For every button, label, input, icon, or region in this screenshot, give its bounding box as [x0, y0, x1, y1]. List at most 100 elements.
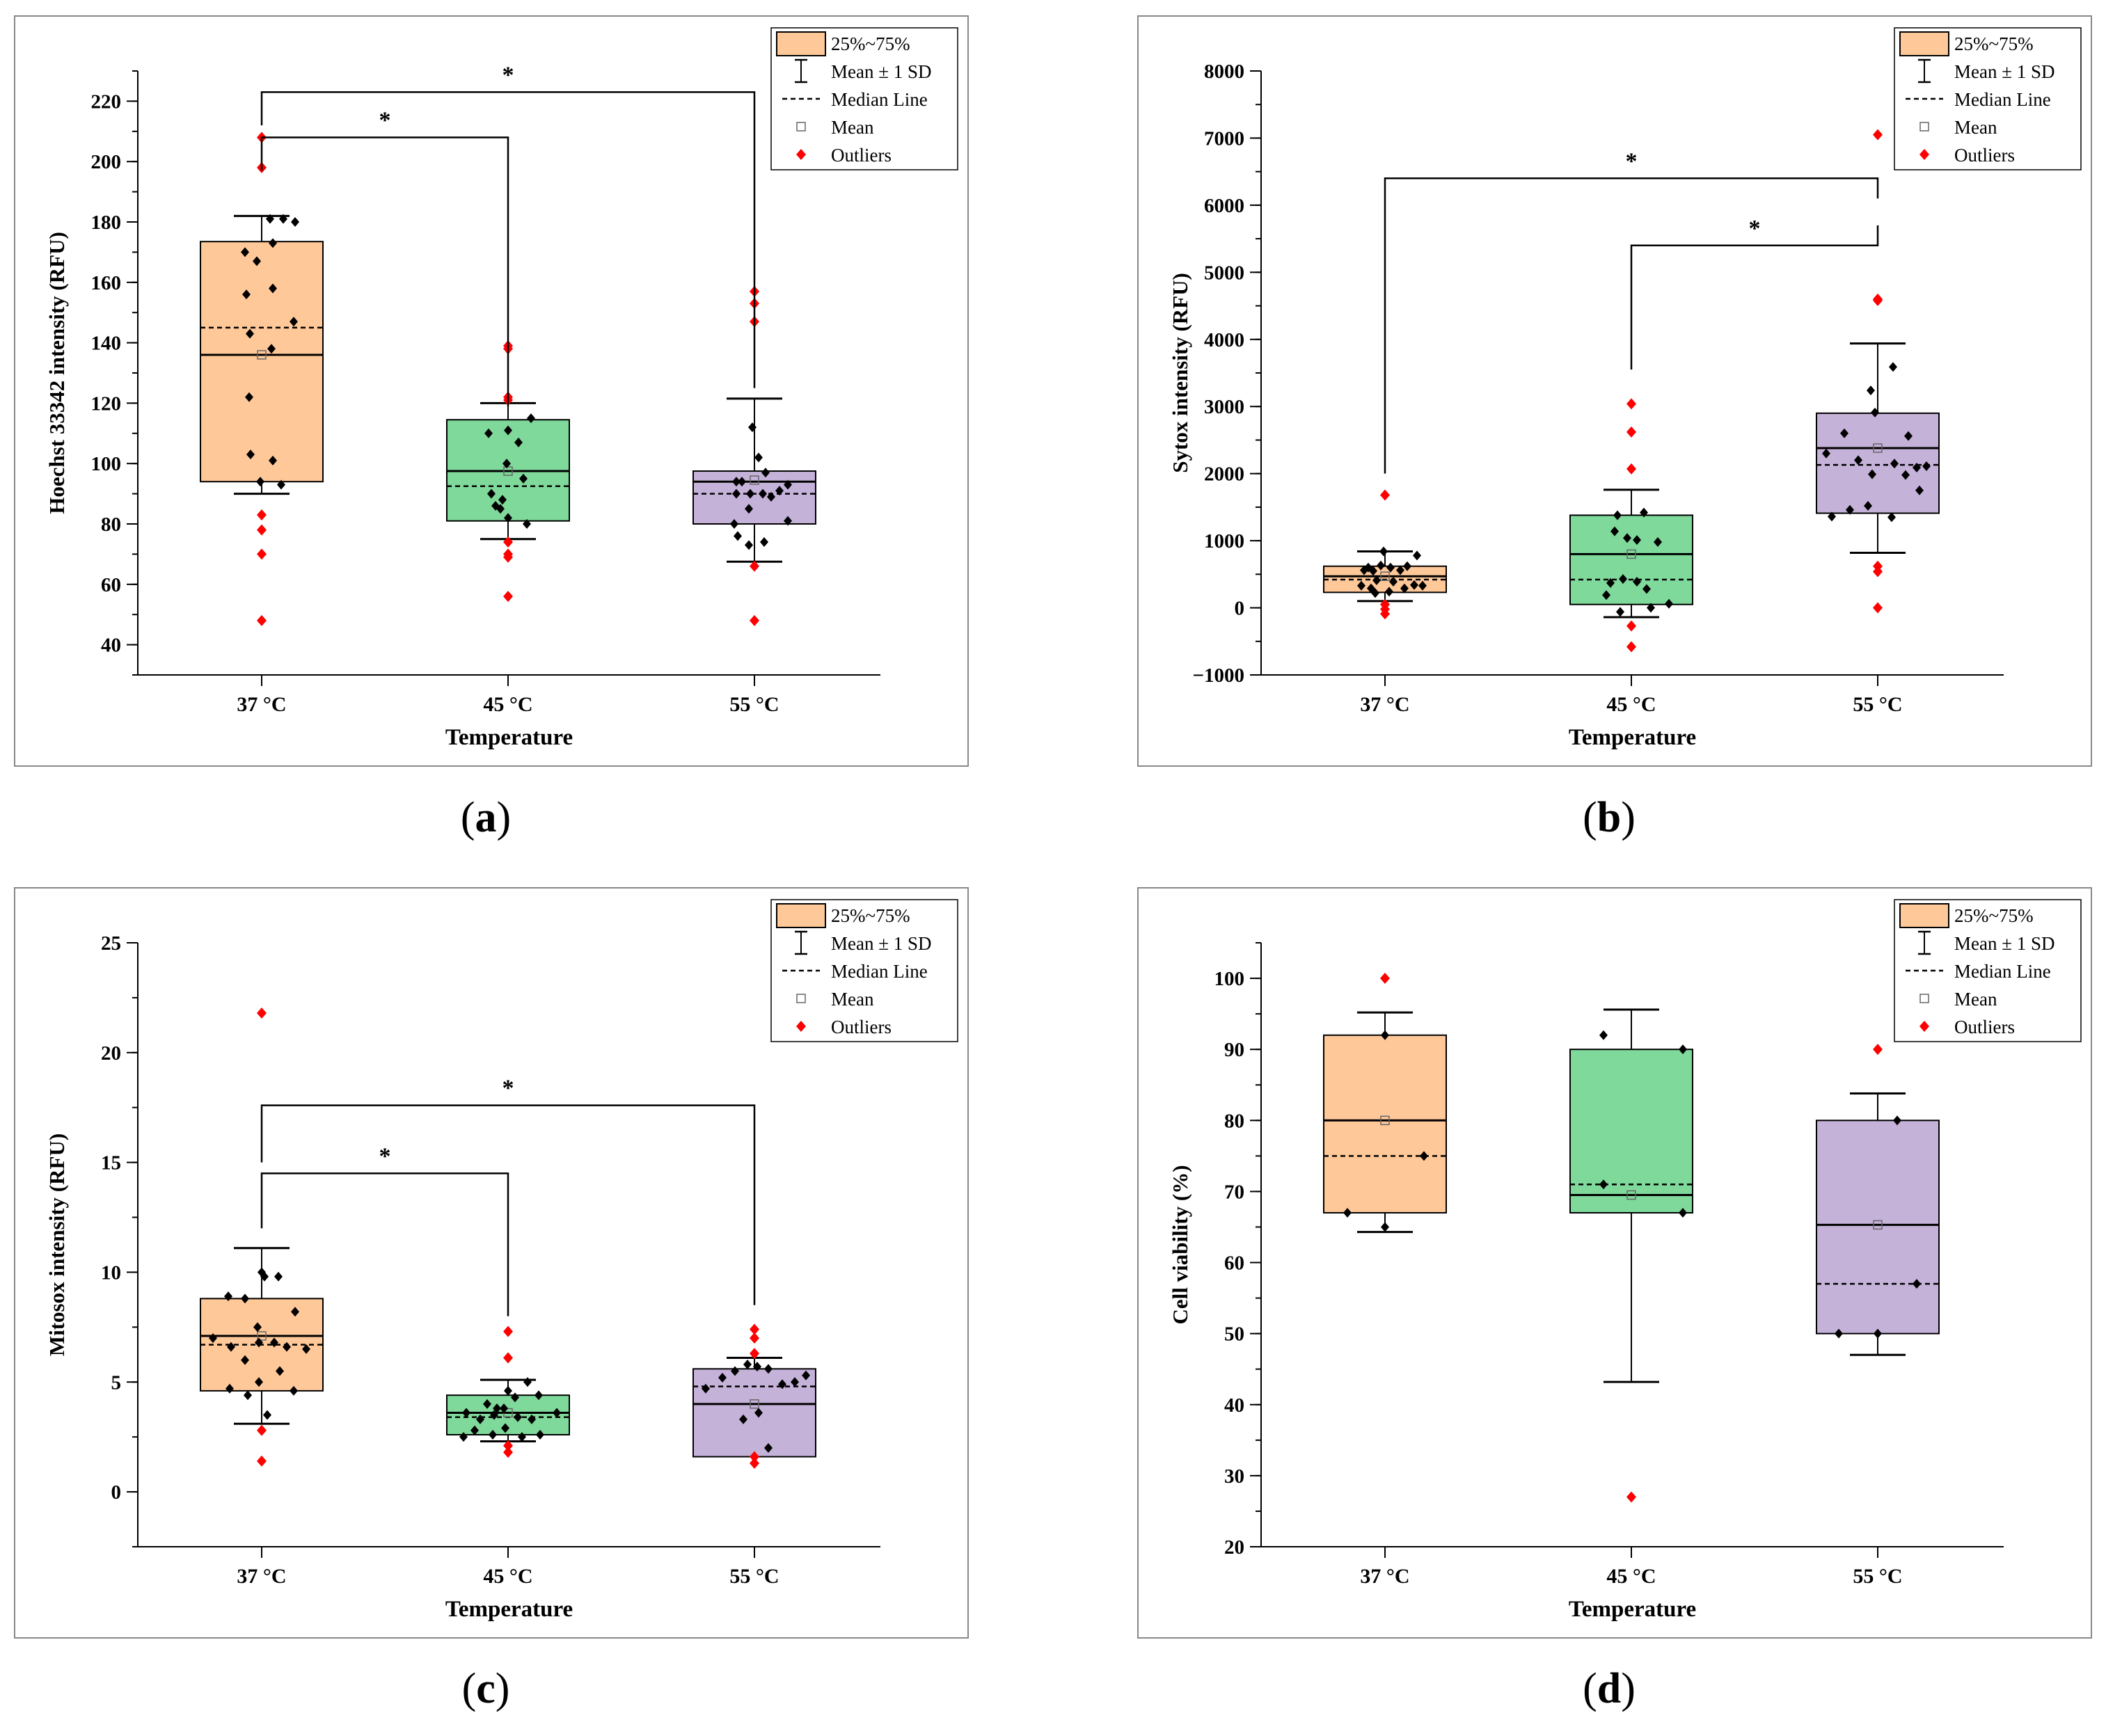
outlier-point [1873, 602, 1883, 614]
legend-mean-symbol [1919, 994, 1929, 1003]
data-point [1364, 562, 1372, 573]
significance-label: * [379, 1143, 391, 1169]
data-point [501, 1423, 509, 1433]
x-axis-title: Temperature [445, 725, 573, 750]
data-point [277, 479, 285, 490]
legend-box-swatch [776, 31, 826, 56]
data-point [523, 519, 531, 529]
data-point [1835, 1328, 1843, 1339]
data-point [1599, 1179, 1608, 1190]
data-point [470, 1425, 479, 1435]
data-point [241, 1355, 249, 1365]
chart-panel-a: 40 60 80 100 120 140 160 180 200 220 37 °C 45 °C 55 … [14, 15, 969, 767]
data-point [1396, 565, 1404, 575]
legend-outlier-symbol [796, 1021, 806, 1032]
data-point [784, 516, 792, 526]
data-point [266, 214, 274, 224]
bracket-line [260, 1172, 509, 1316]
outlier-point [1380, 608, 1390, 620]
data-point [1846, 504, 1854, 515]
data-point [1822, 448, 1830, 459]
mean-marker [1873, 443, 1883, 453]
iqr-box [692, 470, 816, 525]
data-point [504, 1385, 512, 1396]
data-point [1901, 470, 1910, 480]
data-point [523, 1377, 532, 1387]
outlier-point [1626, 426, 1636, 438]
data-point [291, 1307, 299, 1317]
box-group-1 [1323, 973, 1447, 1234]
data-point [1868, 469, 1876, 479]
outlier-point [750, 1323, 759, 1335]
bracket-line [1384, 177, 1879, 474]
data-point [1915, 485, 1924, 495]
legend-sd-label: Mean ± 1 SD [831, 61, 932, 82]
data-point [734, 531, 742, 541]
data-point [1913, 1279, 1921, 1289]
data-point [258, 1267, 266, 1277]
outlier-point [257, 1008, 267, 1019]
data-point [731, 1366, 739, 1376]
mean-marker [503, 466, 513, 476]
y-tick-label: 160 [91, 272, 122, 294]
legend: 25%~75% Mean ± 1 SD Median Line Mean Outlier… [1894, 27, 2082, 170]
data-point [1616, 607, 1624, 617]
iqr-box [200, 241, 324, 483]
legend-outliers-label: Outliers [831, 145, 892, 166]
outlier-point [1873, 566, 1883, 578]
data-point [743, 1360, 752, 1370]
chart-svg-b: −1000 0 1000 2000 3000 4000 5000 6000 7000 8000 37… [1137, 15, 2092, 767]
data-point [732, 488, 741, 499]
legend-mean-label: Mean [1954, 989, 1997, 1010]
data-point [1389, 576, 1398, 587]
data-point [1893, 1115, 1901, 1126]
data-point [748, 422, 757, 433]
legend: 25%~75% Mean ± 1 SD Median Line Mean Outlier… [1894, 899, 2082, 1042]
legend-mean-symbol [796, 994, 806, 1003]
data-point [745, 540, 753, 550]
x-tick-label: 37 °C [237, 1565, 286, 1588]
data-point [754, 452, 763, 463]
bracket-line [260, 91, 756, 388]
outlier-point [1626, 620, 1636, 632]
outlier-point [257, 1424, 267, 1436]
legend-box-label: 25%~75% [831, 905, 910, 926]
significance-bracket-2: * [260, 62, 756, 388]
data-point [528, 1414, 536, 1424]
data-point [260, 1271, 269, 1282]
legend-median-label: Median Line [831, 89, 928, 110]
panel-frame [14, 15, 969, 767]
data-point [269, 455, 277, 465]
iqr-box [1569, 1049, 1693, 1214]
y-tick-label: 2000 [1204, 463, 1244, 486]
mean-marker [1380, 1115, 1390, 1126]
data-point [1679, 1044, 1687, 1055]
legend-box-label: 25%~75% [1954, 905, 2034, 926]
outlier-point [1626, 398, 1636, 410]
data-point [1679, 1208, 1687, 1218]
data-point [1647, 603, 1655, 613]
data-point [1357, 580, 1365, 591]
legend-outlier-symbol [1919, 1021, 1929, 1032]
y-axis-title: Cell viability (%) [1168, 1165, 1192, 1324]
legend-outliers-label: Outliers [1954, 145, 2015, 166]
y-tick-label: 120 [91, 392, 122, 415]
data-point [802, 1370, 810, 1380]
significance-bracket-1: * [1630, 216, 1879, 370]
legend-sd-label: Mean ± 1 SD [1954, 933, 2055, 954]
outlier-point [257, 614, 267, 626]
y-tick-label: 180 [91, 212, 122, 234]
y-tick-label: 0 [1235, 598, 1245, 620]
significance-label: * [502, 1076, 514, 1101]
chart-svg-d: 20 30 40 50 60 70 80 90 100 37 °C 45 °C 55 °C Temper… [1137, 887, 2092, 1639]
outlier-point [503, 1447, 513, 1458]
data-point [702, 1383, 710, 1394]
data-point [246, 328, 254, 339]
legend-sd-label: Mean ± 1 SD [831, 933, 932, 954]
data-point [1371, 588, 1379, 598]
outlier-point [503, 1325, 513, 1337]
significance-label: * [502, 62, 514, 88]
outlier-point [1380, 489, 1390, 501]
y-tick-label: 5000 [1204, 262, 1244, 284]
data-point [1377, 560, 1385, 571]
